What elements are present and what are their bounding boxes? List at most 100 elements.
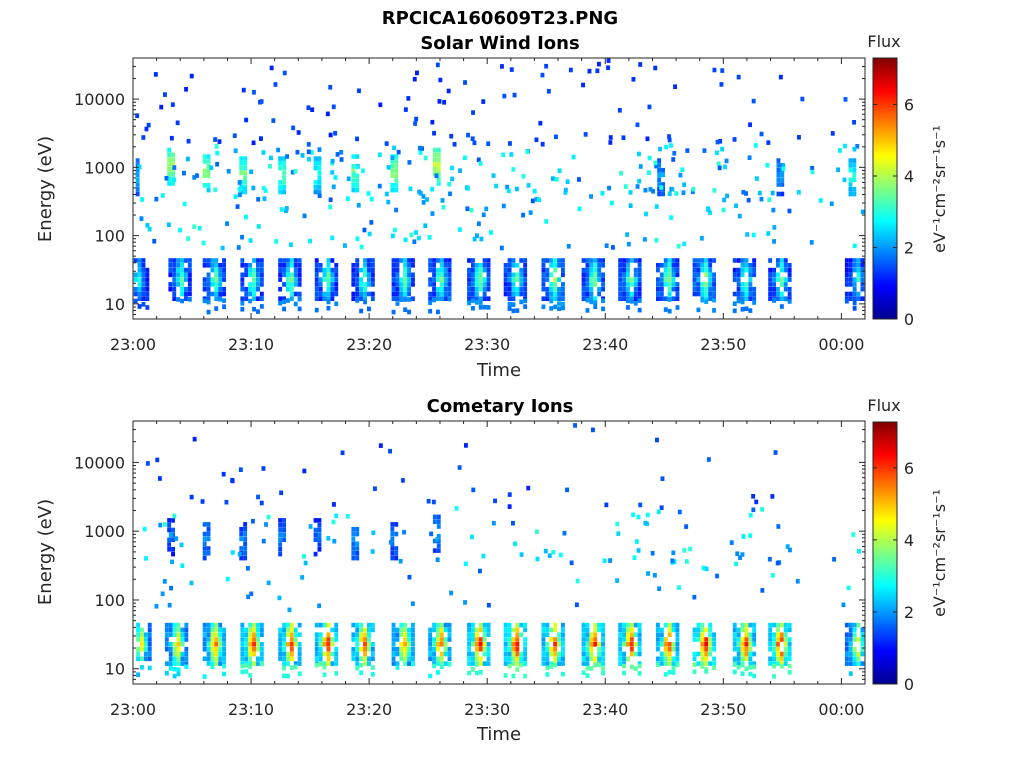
spectrogram-cell — [252, 267, 256, 273]
spectrogram-cell — [848, 191, 853, 197]
spectrogram-cell — [633, 286, 638, 292]
spectrogram-cell — [259, 296, 264, 301]
spectrogram-cell — [482, 304, 487, 310]
spectrogram-cell — [589, 277, 594, 282]
spectrogram-cell — [394, 183, 399, 188]
spectrogram-cell — [601, 646, 605, 652]
spectrogram-cell — [712, 308, 716, 313]
spectrogram-cell — [172, 267, 177, 273]
spectrogram-cell — [561, 282, 565, 287]
spectrogram-cell — [443, 291, 448, 297]
spectrogram-cell — [266, 514, 271, 520]
spectrogram-cell — [394, 207, 399, 213]
spectrogram-cell — [282, 527, 286, 533]
spectrogram-cell — [511, 286, 516, 292]
spectrogram-cell — [182, 201, 187, 207]
y-tick-label: 10 — [105, 660, 125, 679]
spectrogram-cell — [848, 646, 853, 652]
spectrogram-cell — [322, 272, 327, 278]
spectrogram-cell — [391, 286, 396, 292]
spectrogram-cell — [515, 637, 520, 642]
spectrogram-cell — [606, 65, 610, 70]
spectrogram-cell — [581, 642, 586, 647]
spectrogram-cell — [443, 661, 448, 666]
solar-wind-x-axis: 23:00 23:10 23:20 23:30 23:40 23:50 00:00 — [110, 58, 864, 354]
spectrogram-cell — [860, 286, 865, 292]
spectrogram-cell — [848, 167, 853, 173]
spectrogram-cell — [251, 518, 255, 524]
spectrogram-cell — [779, 664, 784, 669]
spectrogram-cell — [696, 307, 701, 313]
spectrogram-cell — [708, 627, 713, 633]
spectrogram-cell — [712, 646, 716, 652]
spectrogram-cell — [482, 263, 487, 268]
spectrogram-cell — [659, 651, 664, 657]
spectrogram-cell — [581, 82, 585, 88]
spectrogram-cell — [278, 161, 283, 166]
spectrogram-cell — [581, 670, 586, 675]
spectrogram-cell — [626, 267, 630, 273]
spectrogram-cell — [390, 522, 395, 527]
spectrogram-cell — [860, 263, 865, 268]
spectrogram-cell — [467, 300, 471, 306]
spectrogram-cell — [363, 632, 367, 637]
spectrogram-cell — [202, 551, 207, 556]
spectrogram-cell — [167, 542, 172, 547]
spectrogram-cell — [430, 211, 435, 216]
spectrogram-cell — [206, 526, 211, 532]
spectrogram-cell — [439, 661, 444, 666]
spectrogram-cell — [289, 242, 293, 247]
spectrogram-cell — [448, 191, 452, 197]
spectrogram-cell — [657, 163, 662, 168]
spectrogram-cell — [300, 575, 305, 580]
spectrogram-cell — [436, 632, 440, 637]
spectrogram-cell — [702, 148, 707, 153]
spectrogram-cell — [378, 102, 383, 108]
spectrogram-cell — [428, 651, 433, 657]
spectrogram-cell — [436, 166, 441, 172]
spectrogram-cell — [244, 646, 249, 652]
spectrogram-cell — [507, 637, 512, 642]
spectrogram-cell — [297, 622, 302, 628]
spectrogram-cell — [589, 286, 594, 292]
spectrogram-cell — [553, 282, 558, 287]
spectrogram-cell — [633, 272, 638, 278]
spectrogram-cell — [647, 104, 652, 110]
spectrogram-cell — [472, 236, 477, 242]
spectrogram-cell — [511, 296, 516, 301]
spectrogram-cell — [481, 553, 486, 559]
solar-wind-colorbar-unit: eV⁻¹cm⁻²sr⁻¹s⁻¹ — [930, 125, 949, 253]
spectrogram-cell — [395, 646, 400, 652]
spectrogram-cell — [328, 85, 333, 90]
spectrogram-cell — [768, 646, 773, 652]
spectrogram-cell — [629, 258, 634, 263]
spectrogram-cell — [585, 656, 590, 662]
spectrogram-cell — [656, 291, 660, 297]
spectrogram-cell — [734, 561, 738, 567]
spectrogram-cell — [852, 258, 857, 263]
spectrogram-cell — [549, 637, 554, 642]
spectrogram-cell — [722, 197, 727, 203]
spectrogram-cell — [184, 651, 189, 657]
spectrogram-cell — [136, 622, 140, 628]
spectrogram-cell — [692, 632, 697, 637]
spectrogram-cell — [202, 531, 207, 537]
spectrogram-cell — [776, 277, 780, 282]
spectrogram-cell — [289, 277, 294, 282]
spectrogram-cell — [667, 291, 672, 297]
spectrogram-cell — [359, 291, 364, 297]
spectrogram-cell — [748, 308, 753, 313]
spectrogram-cell — [690, 189, 695, 195]
spectrogram-cell — [137, 296, 142, 301]
spectrogram-cell — [384, 191, 389, 197]
spectrogram-cell — [481, 212, 486, 218]
spectrogram-cell — [367, 291, 371, 297]
spectrogram-cell — [141, 258, 146, 263]
spectrogram-cell — [696, 632, 701, 637]
spectrogram-cell — [671, 627, 676, 633]
spectrogram-cell — [667, 308, 672, 314]
spectrogram-cell — [278, 551, 283, 557]
spectrogram-cell — [279, 207, 284, 212]
spectrogram-cell — [351, 526, 356, 532]
spectrogram-cell — [788, 547, 792, 553]
